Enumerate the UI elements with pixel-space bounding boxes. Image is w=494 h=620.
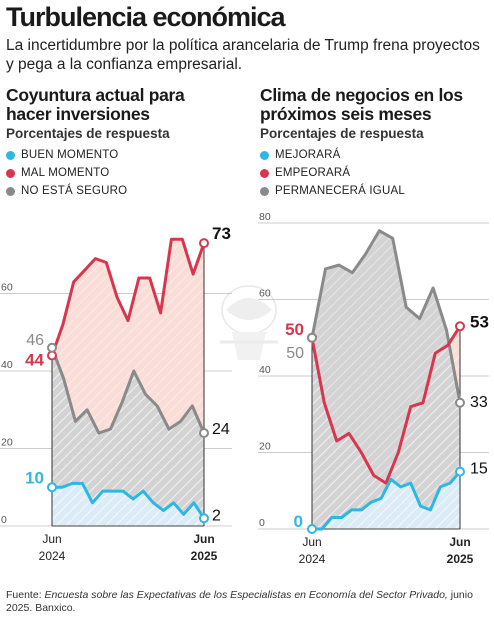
start-value-label-red: 44 (25, 351, 44, 370)
line-chart-business-climate: 0 20 40 60 80 50 50 0 53 33 15 Jun 2024 Jun 2025 (258, 211, 489, 566)
start-value-label-gray: 46 (26, 332, 44, 349)
chart-title: Clima de negocios en los próximos seis m… (260, 85, 463, 124)
y-tick-label: 40 (1, 359, 13, 371)
start-value-label-gray: 50 (286, 345, 304, 362)
source-note: Fuente: Encuesta sobre las Expectativas … (6, 589, 476, 615)
legend-item-mejorara: MEJORARÁ (260, 146, 405, 164)
chart-legend: BUEN MOMENTO MAL MOMENTO NO ESTÁ SEGURO (6, 146, 127, 200)
legend-label: EMPEORARÁ (275, 167, 351, 179)
start-point-marker (307, 524, 317, 534)
chart-panel-business-climate: Clima de negocios en los próximos seis m… (254, 86, 494, 566)
legend-dot-gray (6, 186, 15, 196)
chart-subtitle: Porcentajes de respuesta (260, 126, 424, 141)
chart-panel-investment: Coyuntura actual para hacer inversiones … (0, 86, 240, 566)
x-axis-label-end-year: 2025 (191, 549, 218, 563)
start-point-marker (47, 482, 57, 493)
start-point-marker (307, 332, 317, 343)
x-axis-label-end-year: 2025 (447, 552, 474, 566)
x-axis-label-start-month: Jun (42, 532, 61, 546)
x-axis-label-start-year: 2024 (299, 552, 326, 566)
series-line-blue (310, 470, 462, 531)
y-tick-label: 20 (259, 441, 271, 453)
legend-label: BUEN MOMENTO (21, 149, 119, 161)
end-point-marker (455, 321, 465, 332)
end-value-label-blue: 15 (470, 461, 488, 478)
legend-dot-red (260, 168, 269, 178)
legend-item-permanecera-igual: PERMANECERÁ IGUAL (260, 182, 405, 200)
chart-subtitle: Porcentajes de respuesta (6, 126, 170, 141)
end-value-label-gray: 24 (212, 421, 230, 438)
series-line-gray (310, 229, 462, 405)
end-value-label-red: 53 (470, 312, 489, 331)
legend-item-empeorara: EMPEORARÁ (260, 164, 405, 182)
legend-label: MEJORARÁ (275, 149, 341, 161)
source-name: Encuesta sobre las Expectativas de los E… (44, 589, 448, 601)
end-point-marker (455, 466, 465, 477)
series-line-red (50, 237, 206, 357)
legend-dot-blue (6, 150, 15, 160)
legend-label: NO ESTÁ SEGURO (21, 185, 128, 197)
legend-dot-red (6, 168, 15, 178)
legend-label: PERMANECERÁ IGUAL (275, 185, 405, 197)
chart-legend: MEJORARÁ EMPEORARÁ PERMANECERÁ IGUAL (260, 146, 405, 200)
legend-label: MAL MOMENTO (21, 167, 110, 179)
eagle-emblem-watermark (212, 280, 286, 371)
hatch-overlay (312, 230, 460, 529)
y-tick-label: 0 (259, 517, 265, 529)
start-value-label-blue: 10 (25, 468, 44, 487)
x-axis-label-end-month: Jun (193, 532, 214, 546)
source-rest: junio 2025. Banxico. (6, 589, 473, 614)
start-value-label-blue: 0 (294, 512, 303, 531)
end-point-marker (199, 513, 209, 524)
chart-title: Coyuntura actual para hacer inversiones (6, 85, 185, 124)
y-tick-label: 60 (1, 282, 13, 294)
legend-dot-gray (260, 186, 269, 196)
y-tick-label: 80 (259, 211, 271, 223)
y-tick-label: 40 (259, 364, 271, 376)
series-line-blue (50, 481, 206, 520)
legend-item-no-esta-seguro: NO ESTÁ SEGURO (6, 182, 127, 200)
end-point-marker (455, 397, 465, 408)
hatch-overlay (52, 347, 204, 526)
end-value-label-blue: 2 (212, 507, 221, 524)
end-point-marker (199, 428, 209, 438)
end-value-label-red: 73 (212, 224, 231, 243)
start-value-label-red: 50 (285, 320, 304, 339)
page-title: Turbulencia económica (6, 2, 286, 32)
source-label: Fuente: (6, 589, 45, 601)
series-line-gray (50, 346, 206, 435)
y-tick-label: 60 (259, 288, 271, 300)
end-point-marker (199, 238, 209, 249)
end-value-label-gray: 33 (470, 394, 488, 411)
legend-item-buen-momento: BUEN MOMENTO (6, 146, 127, 164)
y-tick-label: 0 (1, 514, 7, 526)
x-axis-label-end-month: Jun (449, 535, 470, 549)
x-axis-label-start-month: Jun (302, 535, 321, 549)
line-chart-investment: 0 20 40 60 44 46 10 73 24 2 Jun 2024 Jun 2025 (0, 224, 232, 563)
x-axis-label-start-year: 2024 (39, 549, 66, 563)
legend-dot-blue (260, 150, 269, 160)
series-line-red (310, 324, 462, 485)
legend-item-mal-momento: MAL MOMENTO (6, 164, 127, 182)
y-tick-label: 20 (1, 437, 13, 449)
start-point-marker (47, 342, 57, 353)
page-subtitle: La incertidumbre por la política arancel… (6, 37, 480, 73)
